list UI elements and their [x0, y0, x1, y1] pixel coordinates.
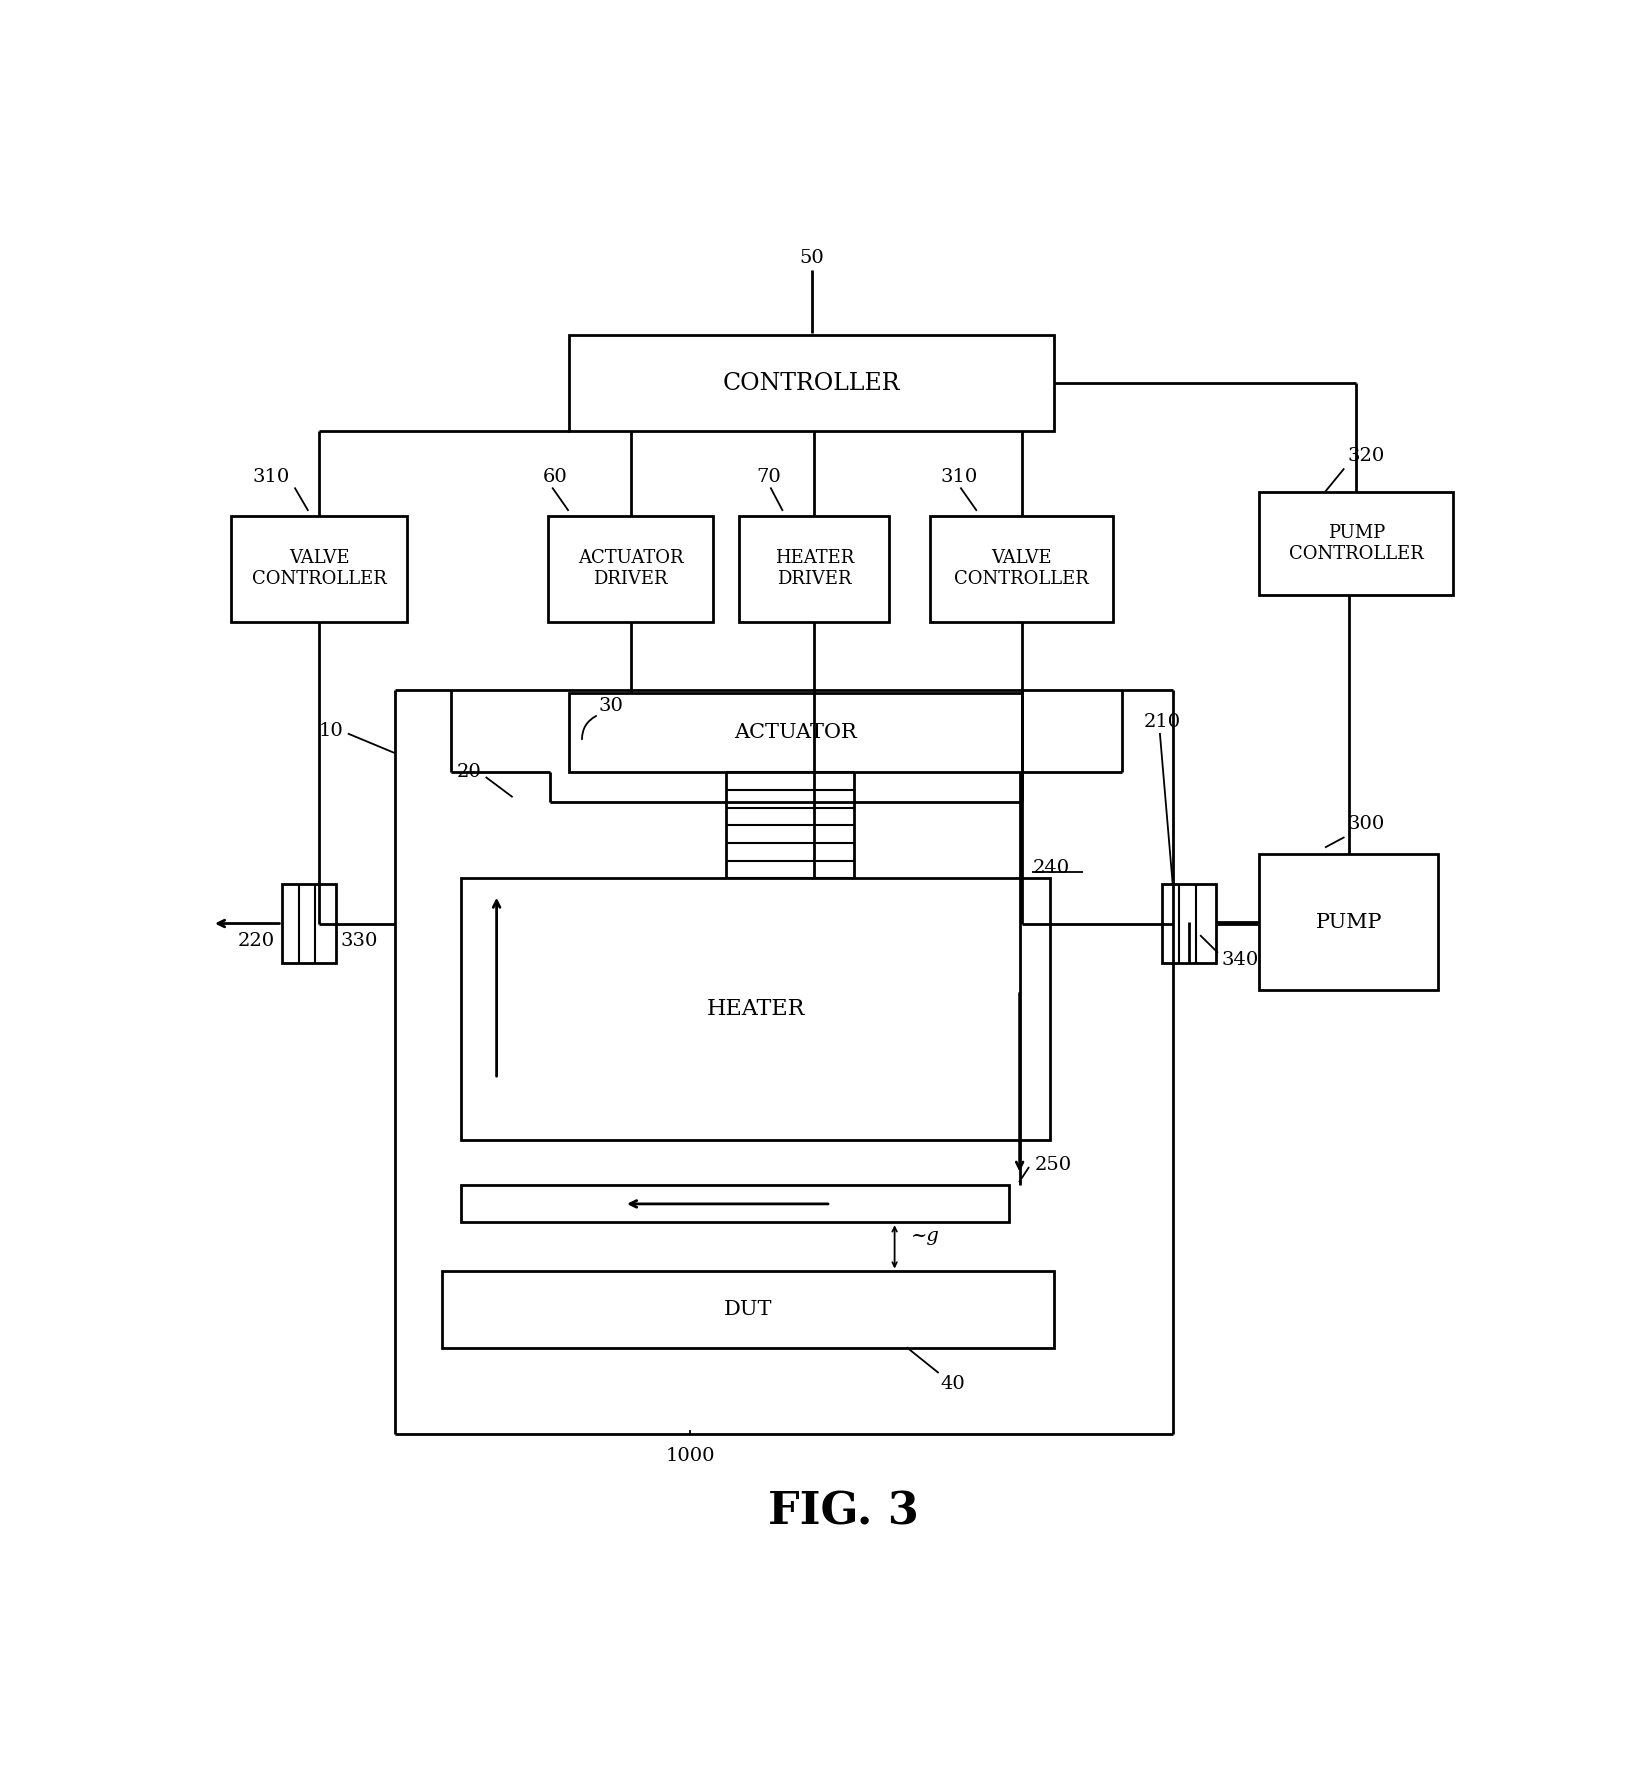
Text: 1000: 1000 [665, 1448, 716, 1465]
Text: 220: 220 [237, 932, 275, 950]
Bar [570, 693, 1022, 773]
Bar [548, 516, 713, 622]
Text: ACTUATOR
DRIVER: ACTUATOR DRIVER [578, 549, 683, 588]
Text: 250: 250 [1035, 1155, 1072, 1175]
Text: 320: 320 [1348, 447, 1384, 464]
Text: PUMP
CONTROLLER: PUMP CONTROLLER [1289, 525, 1424, 563]
Bar [461, 879, 1050, 1141]
Text: ~g: ~g [912, 1226, 940, 1246]
Text: DUT: DUT [724, 1301, 772, 1318]
Text: 210: 210 [1144, 712, 1180, 732]
Text: 300: 300 [1348, 815, 1384, 833]
Bar [1259, 493, 1453, 595]
Bar [739, 516, 889, 622]
Bar [570, 335, 1053, 431]
Text: 340: 340 [1221, 952, 1259, 969]
Text: HEATER: HEATER [706, 998, 805, 1021]
Text: 50: 50 [800, 250, 825, 268]
Text: 20: 20 [456, 764, 481, 781]
Bar [930, 516, 1113, 622]
Text: PUMP: PUMP [1315, 913, 1383, 932]
Text: ACTUATOR: ACTUATOR [734, 723, 858, 742]
Text: CONTROLLER: CONTROLLER [723, 372, 900, 395]
Text: 60: 60 [543, 468, 568, 486]
Bar [1259, 854, 1439, 991]
Bar [441, 1272, 1053, 1348]
Text: VALVE
CONTROLLER: VALVE CONTROLLER [252, 549, 387, 588]
Text: 10: 10 [319, 723, 344, 741]
Text: 240: 240 [1032, 859, 1070, 877]
Text: 310: 310 [253, 468, 290, 486]
Text: 310: 310 [940, 468, 978, 486]
Text: 70: 70 [757, 468, 782, 486]
Text: 330: 330 [341, 932, 379, 950]
Bar [1162, 884, 1216, 964]
Bar [283, 884, 336, 964]
Bar [230, 516, 407, 622]
Text: 40: 40 [940, 1375, 965, 1393]
Text: FIG. 3: FIG. 3 [769, 1490, 918, 1533]
Text: VALVE
CONTROLLER: VALVE CONTROLLER [955, 549, 1090, 588]
Text: HEATER
DRIVER: HEATER DRIVER [775, 549, 854, 588]
Bar [461, 1185, 1009, 1223]
Text: 30: 30 [599, 696, 624, 714]
